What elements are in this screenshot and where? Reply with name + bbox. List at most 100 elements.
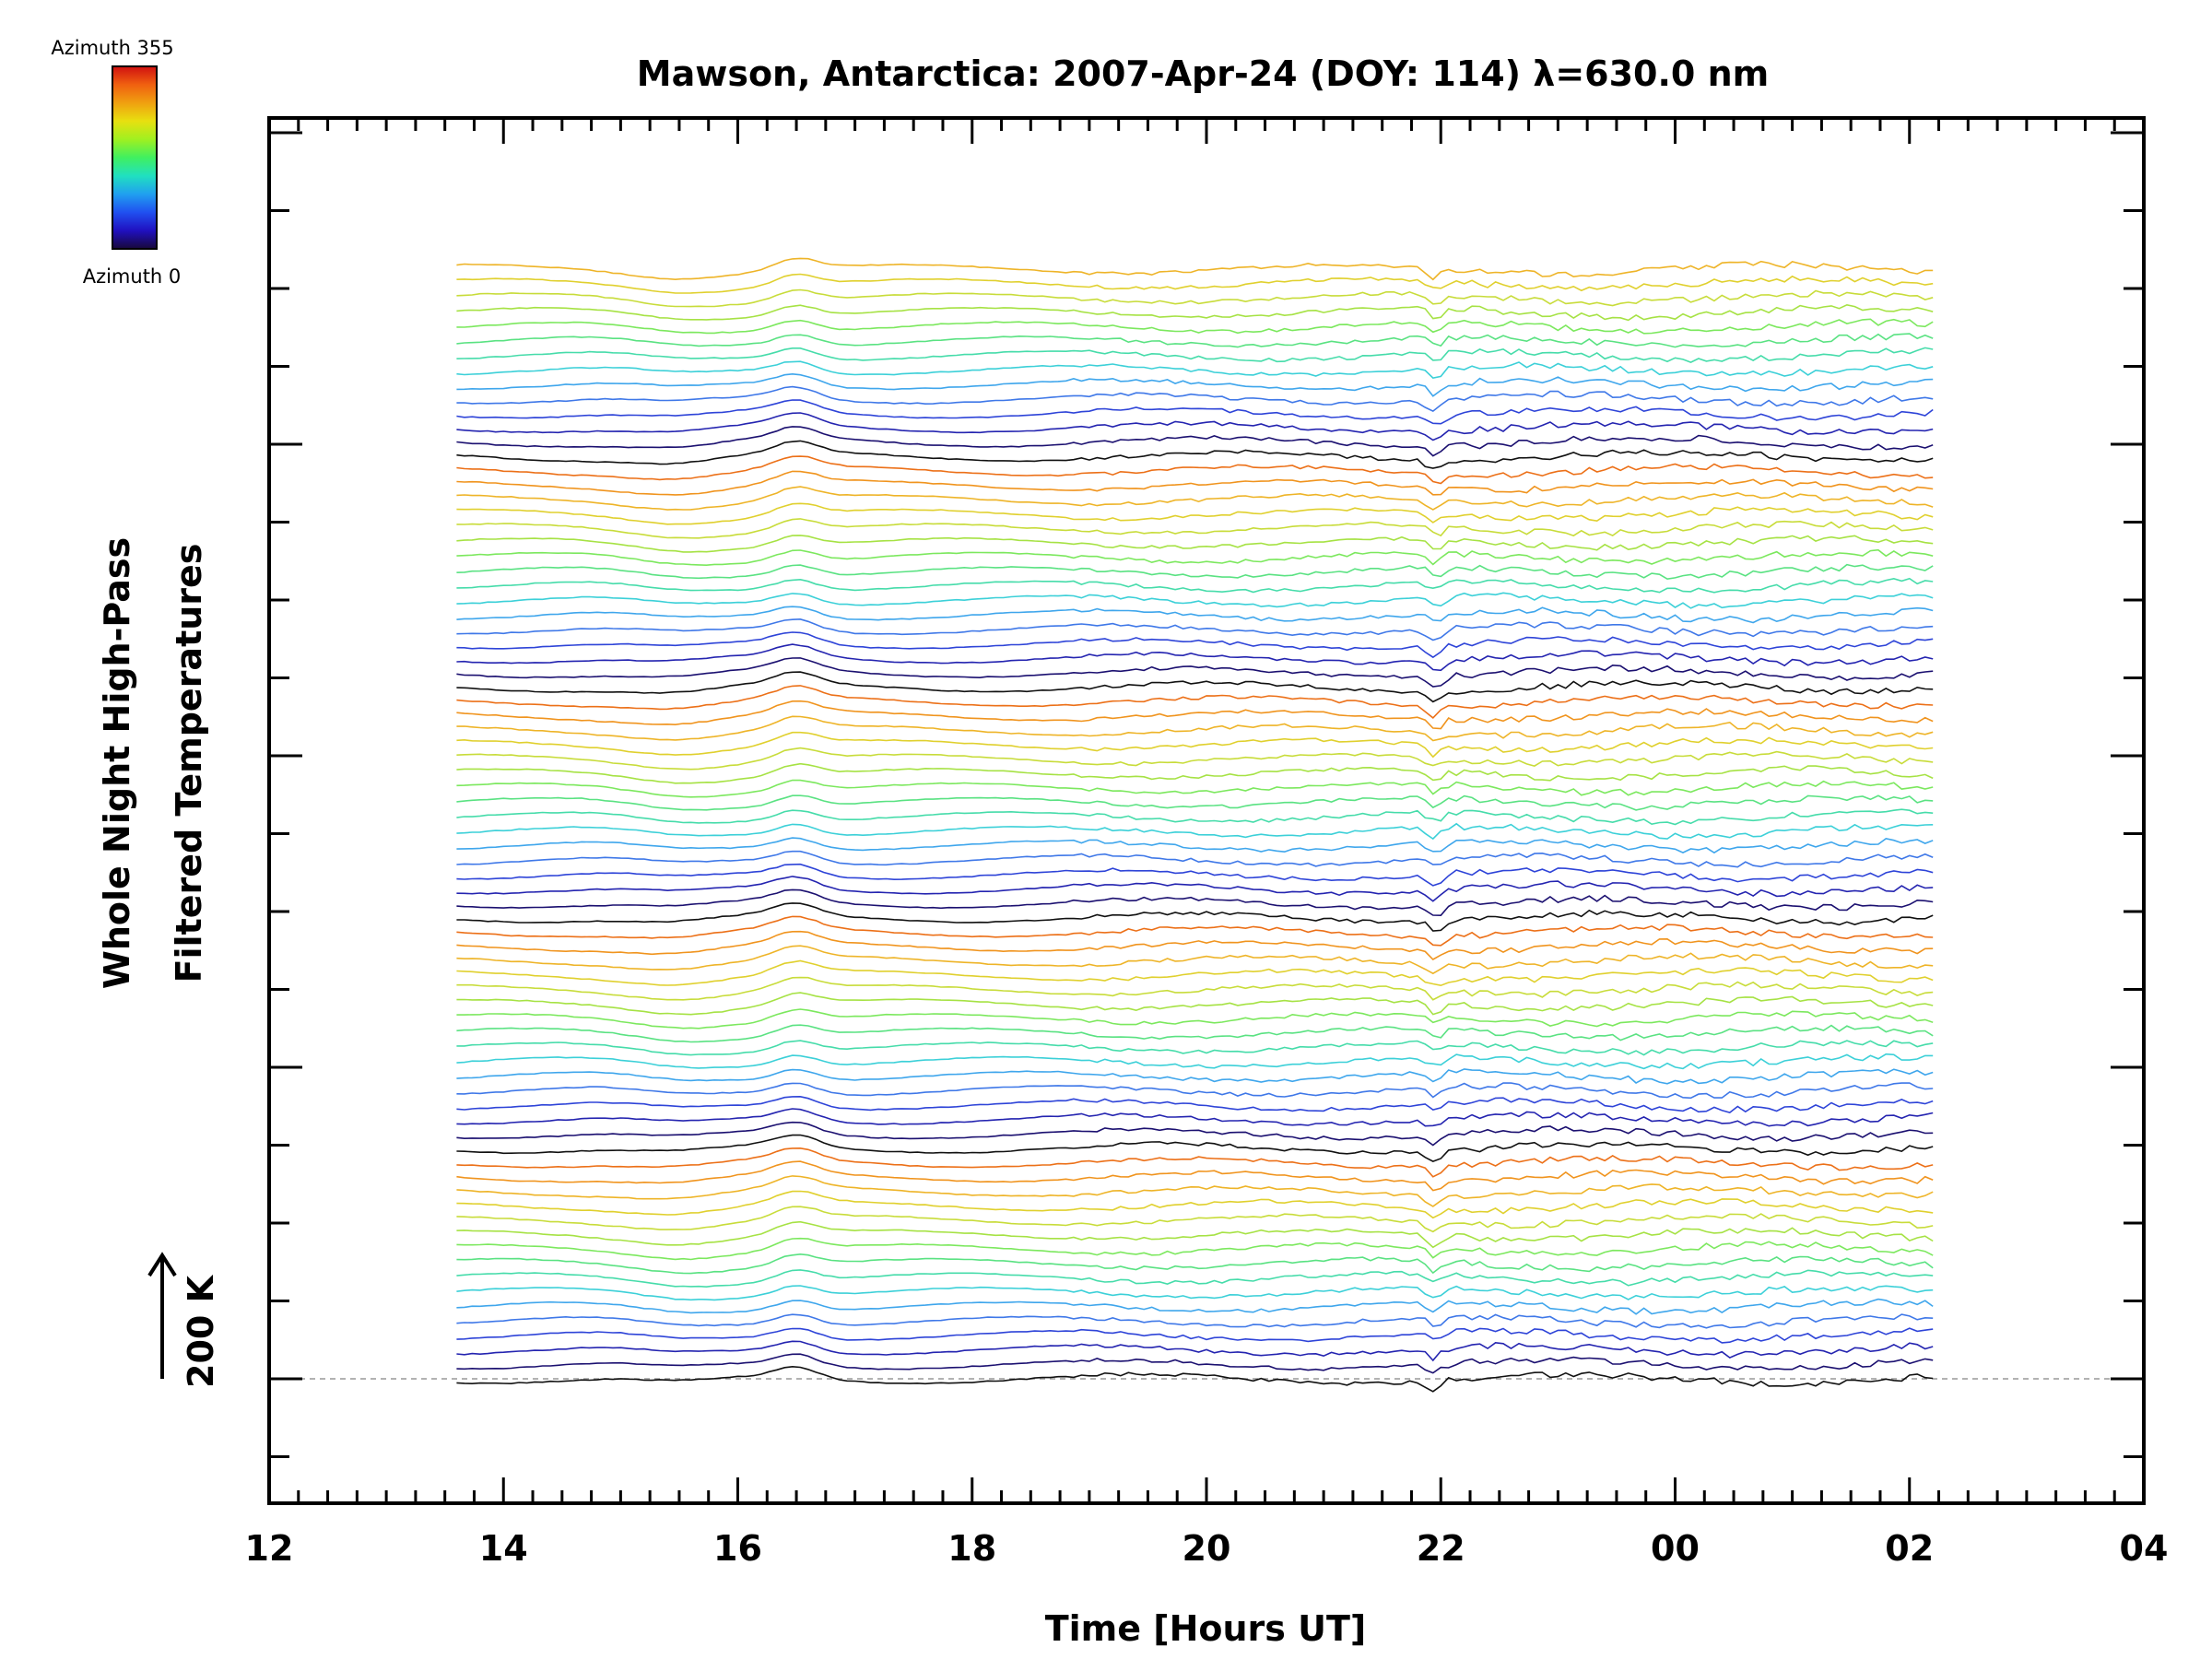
scale-bar: 200 K <box>147 1252 221 1388</box>
series-line <box>456 1024 1934 1043</box>
series-line <box>456 762 1934 784</box>
series-line <box>456 1095 1934 1113</box>
series-line <box>456 1121 1934 1147</box>
series-line <box>456 671 1934 703</box>
series-line <box>456 303 1934 322</box>
series-line <box>456 747 1934 771</box>
series-line <box>456 631 1934 659</box>
series-line <box>456 577 1934 594</box>
series-line <box>456 1068 1934 1085</box>
x-tick-label: 02 <box>1885 1528 1934 1569</box>
series-line <box>456 518 1934 539</box>
series-line <box>456 399 1934 425</box>
tick-group <box>267 118 2146 1503</box>
series-line <box>456 700 1934 730</box>
series-line <box>456 455 1934 485</box>
azimuth-colorbar <box>112 65 158 250</box>
scale-bar-label: 200 K <box>181 1274 221 1388</box>
series-line <box>456 1220 1934 1249</box>
series-line <box>456 502 1934 525</box>
series-line <box>456 1134 1934 1162</box>
series-line <box>456 1206 1934 1233</box>
series-line <box>456 385 1934 413</box>
series-line <box>456 794 1934 811</box>
series-line <box>456 1313 1934 1329</box>
colorbar-bottom-label: Azimuth 0 <box>83 265 182 288</box>
series-line <box>456 347 1934 363</box>
colorbar-top-label: Azimuth 355 <box>51 37 173 59</box>
series-line <box>456 1053 1934 1070</box>
series-line <box>456 486 1934 511</box>
series-line <box>456 1285 1934 1301</box>
series-line <box>456 1269 1934 1288</box>
series-line <box>456 273 1934 294</box>
series-line <box>456 685 1934 719</box>
y-axis-label-line2: Filtered Temperatures <box>169 544 209 983</box>
series-line <box>456 945 1934 975</box>
series-line <box>456 318 1934 335</box>
series-line <box>456 1160 1934 1192</box>
series-line <box>456 915 1934 947</box>
series-line <box>456 606 1934 624</box>
x-tick-labels: 12 14 16 18 20 22 00 02 04 <box>245 1528 2169 1569</box>
series-line <box>456 535 1934 553</box>
series-line <box>456 412 1934 441</box>
series-line <box>456 372 1934 397</box>
series-line <box>456 888 1934 917</box>
x-tick-label: 00 <box>1651 1528 1700 1569</box>
x-tick-label: 22 <box>1417 1528 1465 1569</box>
series-line <box>456 902 1934 932</box>
series-line <box>456 257 1934 281</box>
series-line <box>456 1040 1934 1056</box>
series-line <box>456 1108 1934 1127</box>
series-line <box>456 822 1934 841</box>
series-line <box>456 426 1934 457</box>
series-line <box>456 837 1934 854</box>
series-line <box>456 959 1934 987</box>
x-tick-label: 14 <box>479 1528 528 1569</box>
series-line <box>456 1008 1934 1030</box>
x-tick-label: 18 <box>947 1528 996 1569</box>
series-line <box>456 1253 1934 1275</box>
series-line <box>456 1082 1934 1100</box>
x-axis-label: Time [Hours UT] <box>1045 1608 1367 1649</box>
series-line <box>456 1298 1934 1315</box>
series-line <box>456 715 1934 742</box>
series-line <box>456 731 1934 759</box>
series-line <box>456 1353 1934 1374</box>
series-line <box>456 548 1934 567</box>
series-line <box>456 470 1934 496</box>
x-tick-label: 16 <box>713 1528 762 1569</box>
series-line <box>456 563 1934 581</box>
series-line <box>456 657 1934 688</box>
series-line <box>456 1190 1934 1219</box>
series-line <box>456 643 1934 672</box>
series-line <box>456 876 1934 902</box>
series-line <box>456 863 1934 887</box>
series-line <box>456 992 1934 1016</box>
series-line <box>456 592 1934 609</box>
series-line <box>456 1365 1934 1393</box>
series-line <box>456 360 1934 379</box>
series-line <box>456 1175 1934 1207</box>
x-tick-label: 04 <box>2120 1528 2169 1569</box>
series-line <box>456 288 1934 308</box>
x-tick-label: 20 <box>1182 1528 1231 1569</box>
series-line <box>456 1340 1934 1362</box>
series-line <box>456 850 1934 868</box>
series-line <box>456 618 1934 641</box>
series-line <box>456 930 1934 960</box>
series-line <box>456 1147 1934 1178</box>
series-line <box>456 779 1934 798</box>
series-line <box>456 440 1934 469</box>
series-line <box>456 1237 1934 1261</box>
series-line <box>456 333 1934 348</box>
chart-title: Mawson, Antarctica: 2007-Apr-24 (DOY: 11… <box>637 53 1769 94</box>
series-line <box>456 1327 1934 1344</box>
series-line <box>456 808 1934 826</box>
series-group <box>456 257 1934 1393</box>
y-axis-label-line1: Whole Night High-Pass <box>97 537 137 989</box>
x-tick-label: 12 <box>245 1528 294 1569</box>
series-line <box>456 976 1934 1001</box>
